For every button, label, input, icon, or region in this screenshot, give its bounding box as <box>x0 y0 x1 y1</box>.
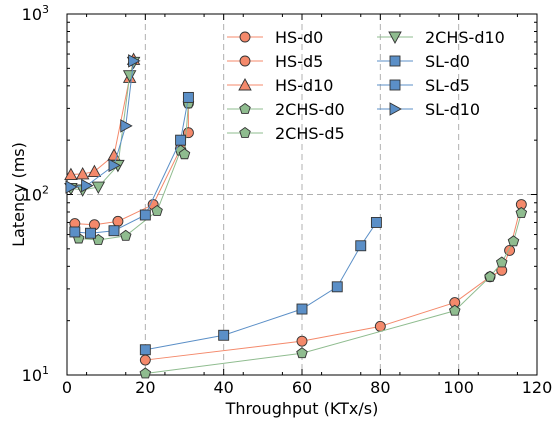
x-axis-title: Throughput (KTx/s) <box>225 399 379 418</box>
axis-ticks: 0 20 40 60 80 100 120 101 102 103 <box>22 3 553 397</box>
data-point <box>218 329 230 341</box>
legend-marker <box>389 79 401 91</box>
legend: HS-d0 HS-d5 HS-d10 2CHS-d0 2CHS-d5 2CHS-d10 SL… <box>227 28 505 143</box>
grid-lines <box>67 14 537 375</box>
legend-label: HS-d0 <box>275 28 323 47</box>
data-point <box>448 304 461 316</box>
legend-marker <box>238 78 252 91</box>
data-point <box>122 70 137 83</box>
legend-item: HS-d0 <box>227 28 323 47</box>
data-point <box>65 180 78 194</box>
data-point <box>139 367 152 379</box>
legend-item: SL-d5 <box>377 76 470 95</box>
x-tick-label: 60 <box>292 378 312 397</box>
legend-marker <box>239 102 251 114</box>
y-tick-label: 101 <box>22 364 49 385</box>
y-tick-label: 102 <box>22 184 49 205</box>
legend-item: HS-d5 <box>227 52 323 71</box>
legend-marker <box>389 102 402 116</box>
x-tick-label: 120 <box>522 378 553 397</box>
data-point <box>178 148 191 160</box>
legend-marker <box>239 31 251 43</box>
legend-marker <box>388 31 402 44</box>
series-sl-d5 <box>69 91 194 239</box>
data-point <box>370 217 382 228</box>
series-2chs-d5 <box>72 97 195 245</box>
data-point <box>139 209 151 221</box>
data-point <box>128 54 141 68</box>
legend-label: 2CHS-d10 <box>425 28 505 47</box>
series-sl-d0 <box>139 217 382 356</box>
legend-label: HS-d5 <box>275 52 323 71</box>
series-line <box>145 212 522 374</box>
data-point <box>296 303 308 315</box>
x-tick-label: 40 <box>213 378 233 397</box>
data-point <box>64 167 78 180</box>
legend-marker <box>389 55 401 67</box>
data-point <box>484 270 496 282</box>
series-line <box>74 97 189 234</box>
legend-item: 2CHS-d5 <box>227 124 345 143</box>
data-point <box>120 119 133 133</box>
legend-item: 2CHS-d10 <box>377 28 505 47</box>
data-point <box>87 164 102 178</box>
series-sl-d10 <box>65 54 141 194</box>
data-point <box>119 229 132 241</box>
data-point <box>108 225 120 237</box>
legend-item: 2CHS-d0 <box>227 100 345 119</box>
data-point <box>108 158 121 173</box>
data-point <box>75 166 90 180</box>
y-tick-label: 103 <box>22 3 49 24</box>
legend-label: SL-d10 <box>425 100 480 119</box>
data-point <box>374 320 386 332</box>
data-point <box>151 204 163 216</box>
legend-label: 2CHS-d0 <box>275 100 345 119</box>
data-point <box>515 206 528 218</box>
series-line <box>74 103 189 226</box>
legend-label: HS-d10 <box>275 76 333 95</box>
x-tick-label: 20 <box>135 378 155 397</box>
data-point <box>112 215 124 227</box>
data-point <box>296 347 308 359</box>
data-point <box>91 181 106 194</box>
data-point <box>175 134 187 146</box>
legend-label: SL-d5 <box>425 76 470 95</box>
legend-item: SL-d10 <box>377 100 480 119</box>
legend-label: 2CHS-d5 <box>275 124 345 143</box>
data-point <box>85 227 96 239</box>
data-point <box>69 226 81 238</box>
data-point <box>139 344 151 356</box>
legend-item: HS-d10 <box>227 76 333 95</box>
data-point <box>81 178 94 193</box>
x-tick-label: 80 <box>370 378 390 397</box>
legend-item: SL-d0 <box>377 52 470 71</box>
data-point <box>507 235 520 247</box>
data-point <box>296 335 308 347</box>
x-tick-label: 100 <box>443 378 474 397</box>
legend-marker <box>239 55 251 67</box>
y-axis-title: Latency (ms) <box>9 142 28 247</box>
series-2chs-d0 <box>139 206 528 379</box>
x-tick-label: 0 <box>62 378 72 397</box>
data-point <box>139 354 151 366</box>
series-layer <box>64 52 528 379</box>
legend-label: SL-d0 <box>425 52 470 71</box>
data-point <box>355 240 367 252</box>
data-point <box>182 91 194 103</box>
data-point <box>331 281 343 293</box>
legend-marker <box>239 126 251 138</box>
data-point <box>495 256 508 268</box>
